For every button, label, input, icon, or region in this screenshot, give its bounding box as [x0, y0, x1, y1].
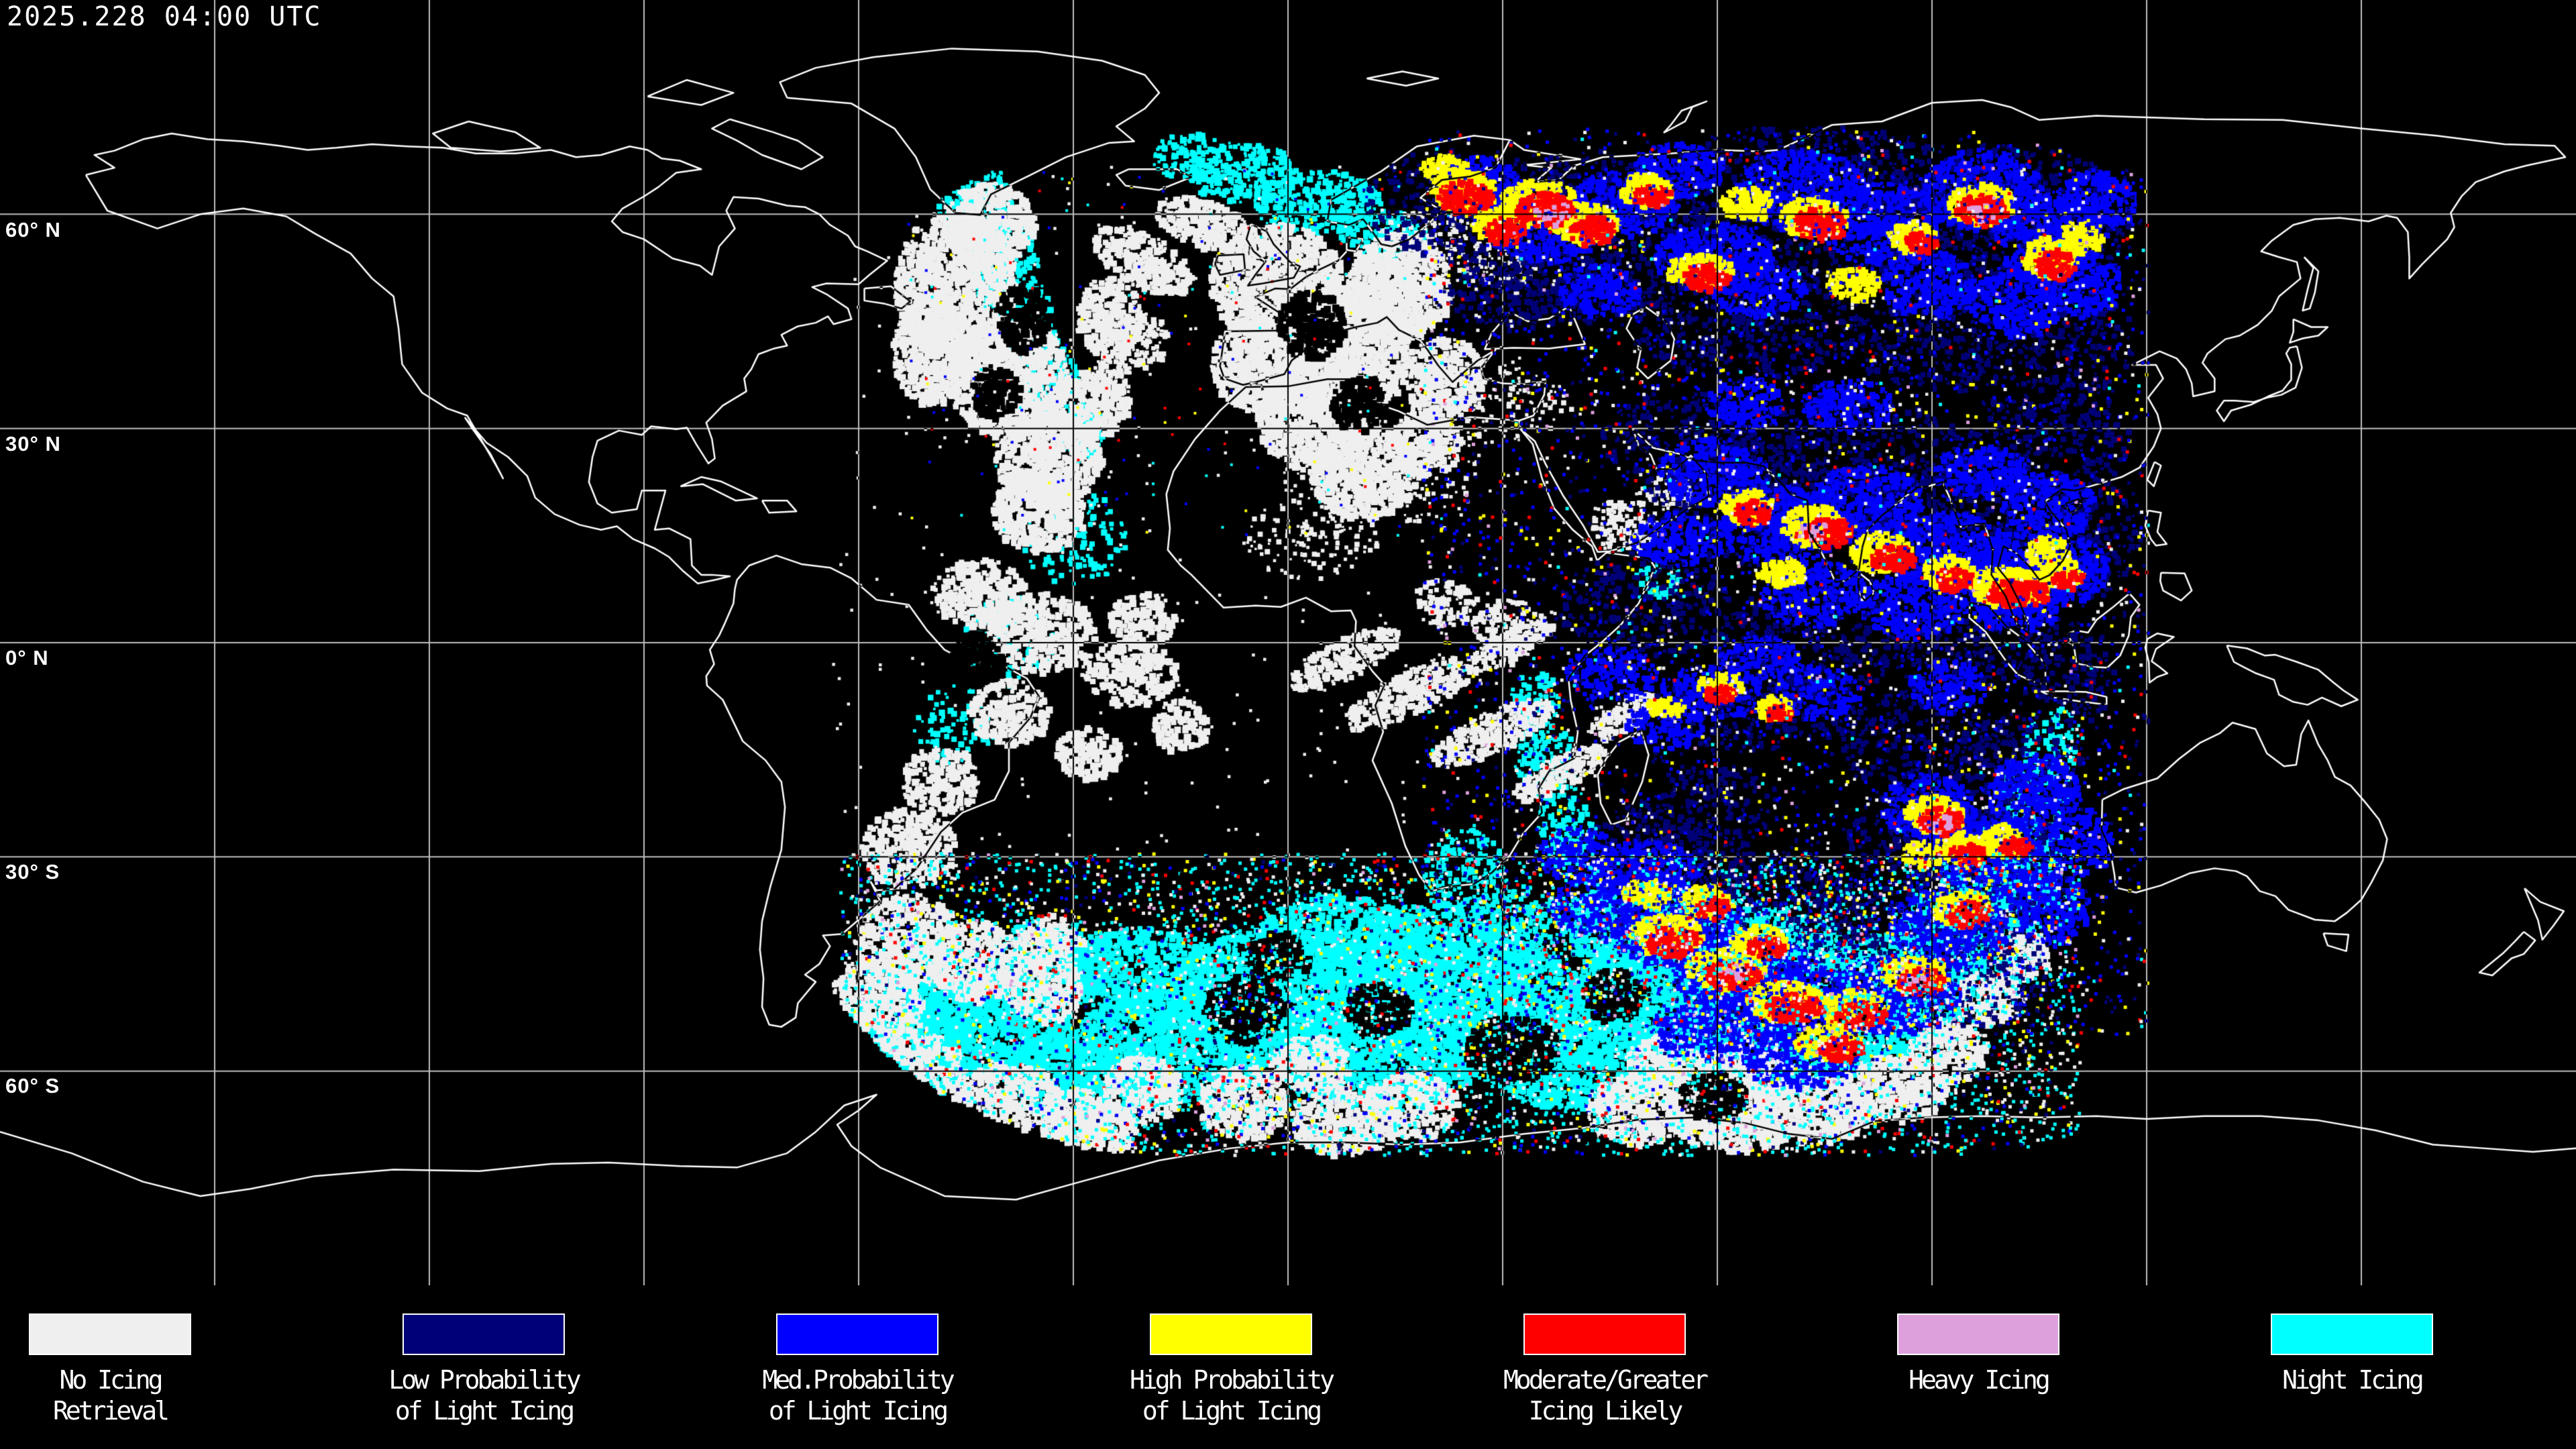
legend-swatch-heavy-icing — [1897, 1313, 2059, 1355]
world-map-canvas — [0, 0, 2576, 1285]
legend-swatch-night-icing — [2271, 1313, 2433, 1355]
lat-label-30s: 30° S — [5, 860, 60, 883]
legend-swatch-med-prob-light-icing — [776, 1313, 938, 1355]
legend-swatch-moderate-greater-icing — [1523, 1313, 1686, 1355]
legend-label-high-prob-light-icing: High Probability of Light Icing — [1129, 1365, 1335, 1426]
legend-label-med-prob-light-icing: Med.Probability of Light Icing — [762, 1365, 955, 1426]
timestamp: 2025.228 04:00 UTC — [7, 1, 322, 32]
legend-label-night-icing: Night Icing — [2282, 1365, 2424, 1395]
legend-item-heavy-icing: Heavy Icing — [1797, 1285, 2159, 1395]
legend-item-med-prob-light-icing: Med.Probability of Light Icing — [676, 1285, 1038, 1426]
legend-item-night-icing: Night Icing — [2171, 1285, 2533, 1395]
legend-label-low-prob-light-icing: Low Probability of Light Icing — [388, 1365, 581, 1426]
legend-item-no-icing-retrieval: No Icing Retrieval — [0, 1285, 291, 1426]
legend-label-no-icing-retrieval: No Icing Retrieval — [53, 1365, 170, 1426]
legend-label-heavy-icing: Heavy Icing — [1909, 1365, 2051, 1395]
legend-item-moderate-greater-icing: Moderate/Greater Icing Likely — [1424, 1285, 1786, 1426]
lat-label-30n: 30° N — [5, 432, 61, 455]
legend-swatch-no-icing-retrieval — [29, 1313, 191, 1355]
legend-label-moderate-greater-icing: Moderate/Greater Icing Likely — [1503, 1365, 1709, 1426]
legend-swatch-low-prob-light-icing — [402, 1313, 565, 1355]
legend-swatch-high-prob-light-icing — [1150, 1313, 1312, 1355]
lat-label-0n: 0° N — [5, 646, 49, 669]
legend: No Icing Retrieval Low Probability of Li… — [0, 1285, 2576, 1449]
legend-item-low-prob-light-icing: Low Probability of Light Icing — [303, 1285, 665, 1426]
lat-label-60s: 60° S — [5, 1074, 60, 1097]
legend-item-high-prob-light-icing: High Probability of Light Icing — [1050, 1285, 1412, 1426]
lat-label-60n: 60° N — [5, 218, 61, 241]
